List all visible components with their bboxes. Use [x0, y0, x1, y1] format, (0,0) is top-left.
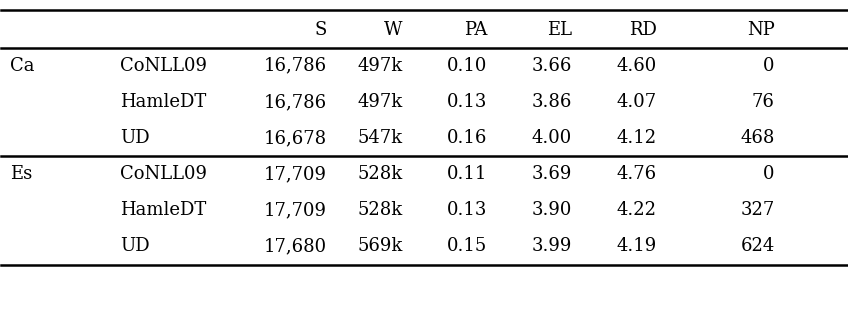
Text: 0: 0: [763, 165, 775, 183]
Text: 16,786: 16,786: [264, 57, 326, 75]
Text: 4.22: 4.22: [616, 201, 656, 219]
Text: 497k: 497k: [358, 93, 403, 111]
Text: 0.10: 0.10: [447, 57, 488, 75]
Text: 624: 624: [740, 237, 775, 256]
Text: HamleDT: HamleDT: [120, 201, 206, 219]
Text: NP: NP: [747, 21, 775, 39]
Text: RD: RD: [628, 21, 656, 39]
Text: Es: Es: [10, 165, 32, 183]
Text: CoNLL09: CoNLL09: [120, 165, 207, 183]
Text: 0.11: 0.11: [447, 165, 488, 183]
Text: 16,678: 16,678: [264, 129, 326, 147]
Text: EL: EL: [547, 21, 572, 39]
Text: 17,709: 17,709: [264, 165, 326, 183]
Text: W: W: [384, 21, 403, 39]
Text: CoNLL09: CoNLL09: [120, 57, 207, 75]
Text: 569k: 569k: [358, 237, 403, 256]
Text: PA: PA: [464, 21, 488, 39]
Text: UD: UD: [120, 129, 149, 147]
Text: 0: 0: [763, 57, 775, 75]
Text: HamleDT: HamleDT: [120, 93, 206, 111]
Text: 3.90: 3.90: [532, 201, 572, 219]
Text: 0.15: 0.15: [447, 237, 488, 256]
Text: 3.69: 3.69: [532, 165, 572, 183]
Text: UD: UD: [120, 237, 149, 256]
Text: S: S: [315, 21, 326, 39]
Text: 4.76: 4.76: [616, 165, 656, 183]
Text: 4.19: 4.19: [616, 237, 656, 256]
Text: 497k: 497k: [358, 57, 403, 75]
Text: 0.13: 0.13: [447, 93, 488, 111]
Text: 3.99: 3.99: [532, 237, 572, 256]
Text: Ca: Ca: [10, 57, 34, 75]
Text: 0.13: 0.13: [447, 201, 488, 219]
Text: 17,709: 17,709: [264, 201, 326, 219]
Text: 468: 468: [740, 129, 775, 147]
Text: 3.86: 3.86: [532, 93, 572, 111]
Text: 327: 327: [740, 201, 775, 219]
Text: 528k: 528k: [358, 201, 403, 219]
Text: 16,786: 16,786: [264, 93, 326, 111]
Text: 528k: 528k: [358, 165, 403, 183]
Text: 76: 76: [752, 93, 775, 111]
Text: 3.66: 3.66: [532, 57, 572, 75]
Text: 4.12: 4.12: [616, 129, 656, 147]
Text: 4.07: 4.07: [616, 93, 656, 111]
Text: 4.60: 4.60: [616, 57, 656, 75]
Text: 17,680: 17,680: [264, 237, 326, 256]
Text: 0.16: 0.16: [447, 129, 488, 147]
Text: 547k: 547k: [358, 129, 403, 147]
Text: 4.00: 4.00: [532, 129, 572, 147]
